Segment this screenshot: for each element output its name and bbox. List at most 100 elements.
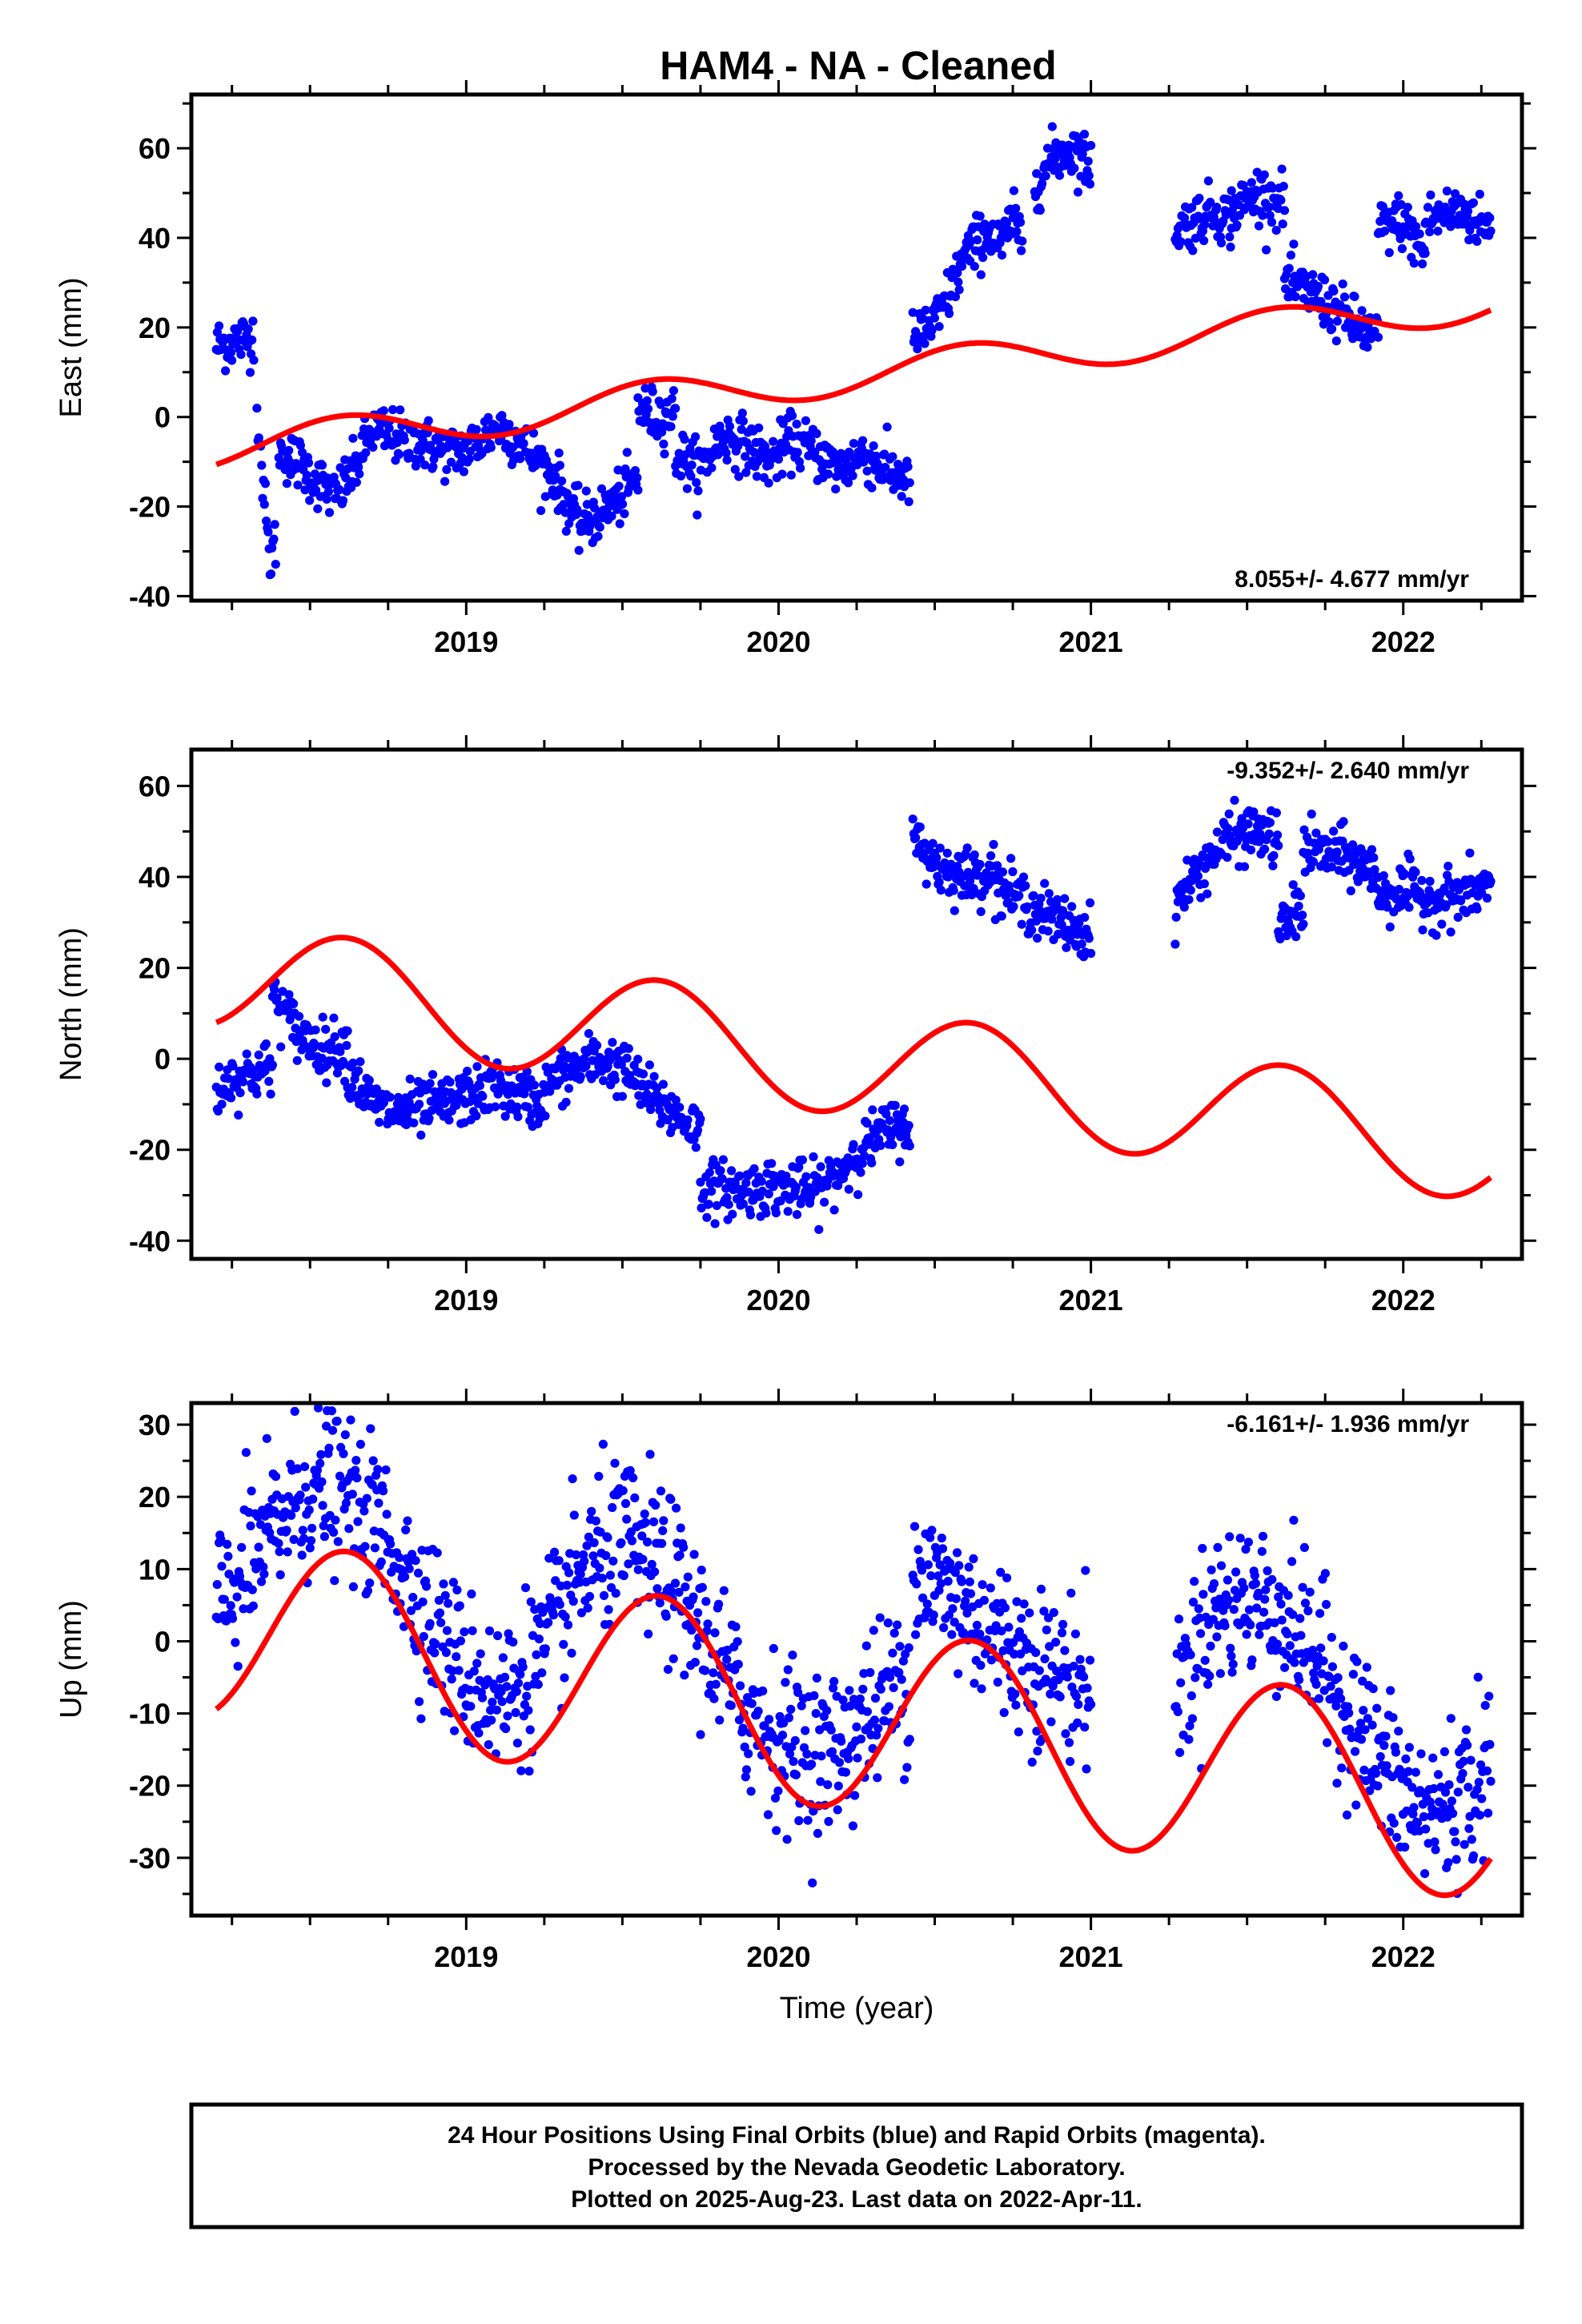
data-point xyxy=(335,1047,345,1056)
data-point xyxy=(1401,1754,1411,1763)
data-point xyxy=(849,439,858,448)
data-point xyxy=(1084,934,1094,943)
data-point xyxy=(620,464,630,474)
data-point xyxy=(1213,1542,1223,1552)
data-point xyxy=(616,1538,626,1548)
data-point xyxy=(1482,1766,1492,1775)
y-tick-label: 60 xyxy=(139,132,171,165)
data-point xyxy=(299,1534,309,1543)
data-point xyxy=(921,879,931,889)
data-point xyxy=(693,1125,703,1135)
data-point xyxy=(659,439,669,449)
data-point xyxy=(632,472,642,483)
data-point xyxy=(691,432,701,442)
data-point xyxy=(793,1687,803,1697)
data-point xyxy=(1029,891,1038,900)
data-point xyxy=(1312,1661,1322,1671)
data-point xyxy=(1392,1832,1402,1842)
data-point xyxy=(858,1684,868,1694)
data-point xyxy=(1451,189,1460,199)
data-point xyxy=(801,1726,810,1735)
data-point xyxy=(1075,1655,1085,1664)
data-point xyxy=(922,1599,932,1609)
data-point xyxy=(970,1679,979,1688)
data-point xyxy=(1271,808,1281,818)
x-tick-label: 2021 xyxy=(1059,625,1123,658)
data-point xyxy=(1041,171,1050,181)
footer-line-3: Plotted on 2025-Aug-23. Last data on 202… xyxy=(571,2186,1142,2213)
data-point xyxy=(1187,203,1197,212)
data-point xyxy=(1397,243,1407,254)
y-tick-label: 0 xyxy=(155,401,171,434)
data-point xyxy=(767,1159,777,1168)
data-point xyxy=(881,1109,891,1119)
data-point xyxy=(348,1058,358,1068)
data-point xyxy=(1311,1679,1321,1689)
data-point xyxy=(1243,1538,1253,1547)
data-point xyxy=(1291,932,1301,942)
data-point xyxy=(736,1681,745,1691)
model-curve xyxy=(215,1548,1493,1899)
data-point xyxy=(844,1754,853,1763)
data-point xyxy=(598,1439,608,1449)
data-point xyxy=(595,522,604,532)
data-point xyxy=(627,1536,637,1546)
data-point xyxy=(1058,1619,1068,1629)
data-point xyxy=(950,906,959,915)
data-point xyxy=(1339,817,1348,826)
data-point xyxy=(1021,881,1030,891)
data-point xyxy=(329,1527,339,1537)
data-point xyxy=(568,1474,577,1484)
data-point xyxy=(790,1735,800,1746)
data-point xyxy=(333,1537,343,1546)
data-point xyxy=(964,1562,974,1572)
data-point xyxy=(644,1060,655,1070)
footer-line-2: Processed by the Nevada Geodetic Laborat… xyxy=(588,2154,1125,2181)
data-point xyxy=(852,1722,861,1731)
data-point xyxy=(610,1075,620,1084)
data-point xyxy=(638,1554,648,1564)
data-point xyxy=(1395,884,1404,895)
data-point xyxy=(696,1177,705,1187)
data-point xyxy=(1389,1819,1399,1828)
data-point xyxy=(544,1618,553,1627)
data-point xyxy=(953,268,962,278)
data-point xyxy=(392,438,402,448)
data-point xyxy=(526,1597,536,1606)
data-point xyxy=(1373,1781,1383,1791)
data-point xyxy=(1394,191,1403,200)
data-point xyxy=(1358,1676,1367,1686)
data-point xyxy=(1308,1646,1318,1655)
data-point xyxy=(645,1449,655,1459)
data-point xyxy=(853,1753,862,1763)
data-point xyxy=(275,1547,284,1557)
data-point xyxy=(317,1053,327,1063)
data-point xyxy=(436,1618,446,1627)
data-point xyxy=(532,1650,541,1659)
data-point xyxy=(1277,164,1287,174)
data-point xyxy=(637,1531,647,1541)
data-point xyxy=(1212,1632,1222,1642)
data-point xyxy=(1184,895,1194,904)
data-point xyxy=(1276,1599,1286,1609)
data-point xyxy=(710,1219,720,1228)
data-point xyxy=(435,1608,445,1618)
data-point xyxy=(477,1693,488,1703)
data-point xyxy=(1252,1603,1262,1613)
y-tick-label: 0 xyxy=(155,1625,171,1658)
data-point xyxy=(812,428,821,439)
data-point xyxy=(856,1734,866,1744)
data-point xyxy=(1011,203,1021,213)
data-point xyxy=(1333,1673,1343,1683)
data-point xyxy=(1339,1641,1348,1651)
data-point xyxy=(264,1076,274,1086)
data-point xyxy=(370,1543,379,1553)
data-point xyxy=(319,1521,328,1530)
data-point xyxy=(1315,1609,1325,1618)
data-point xyxy=(1038,179,1047,188)
data-point xyxy=(950,292,961,302)
data-point xyxy=(1232,220,1242,230)
data-point xyxy=(1188,246,1198,255)
data-point xyxy=(340,1430,350,1440)
data-point xyxy=(1475,1811,1484,1820)
